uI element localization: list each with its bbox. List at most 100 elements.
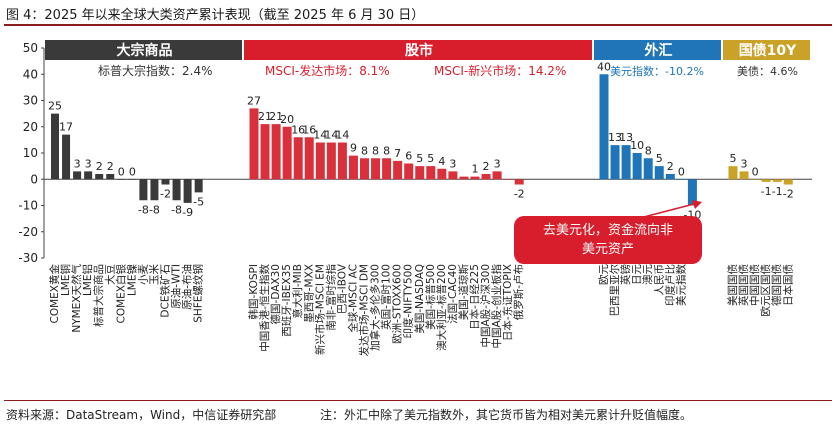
x-tick-label-1-0: 韩国-KOSPI — [247, 264, 260, 319]
bar-label-1-21: 2 — [483, 160, 490, 173]
bar-label-1-16: 5 — [427, 152, 434, 165]
bar-label-1-13: 7 — [394, 147, 401, 160]
bar-1-3 — [282, 126, 292, 180]
bar-label-0-4: 2 — [96, 160, 103, 173]
bar-label-1-24: -2 — [514, 188, 525, 201]
x-tick-label-2-3: 日元 — [631, 264, 643, 285]
x-tick-label-2-6: 印度卢比 — [663, 264, 676, 306]
y-tick-label-4: 10 — [23, 146, 38, 160]
bar-1-11 — [371, 158, 381, 180]
x-tick-label-1-3: 西班牙-IBEX35 — [281, 264, 293, 337]
bar-label-3-0: 5 — [730, 152, 737, 165]
x-tick-label-0-1: LME铜 — [60, 264, 72, 296]
bar-2-5 — [654, 166, 664, 180]
bar-1-24 — [514, 179, 524, 185]
bar-1-15 — [415, 166, 425, 180]
bar-1-9 — [348, 155, 358, 180]
bar-3-2 — [750, 179, 760, 180]
bar-label-0-2: 3 — [74, 157, 81, 170]
bar-1-5 — [304, 137, 314, 180]
group-summary-2: 美元指数：-10.2% — [610, 64, 704, 78]
y-tick-label-2: -10 — [18, 199, 38, 213]
bar-1-13 — [393, 160, 403, 180]
bar-1-6 — [315, 142, 325, 180]
x-tick-label-3-2: 中国国债 — [748, 264, 761, 306]
x-tick-label-0-7: LME镍 — [125, 264, 138, 296]
x-tick-label-1-12: 英国-富时100 — [380, 264, 393, 330]
bar-0-10 — [161, 179, 170, 185]
bar-label-1-1: 21 — [258, 110, 272, 123]
bar-1-1 — [260, 124, 270, 180]
bar-1-12 — [382, 158, 392, 180]
bar-3-5 — [783, 179, 793, 185]
group-header-2 — [594, 40, 721, 60]
bar-0-3 — [84, 171, 93, 180]
bar-0-0 — [51, 113, 59, 180]
bar-label-1-17: 4 — [438, 155, 445, 168]
x-tick-label-0-3: LME铝 — [81, 264, 94, 296]
x-tick-label-1-2: 德国-DAX30 — [269, 264, 282, 324]
callout-arrow-head — [692, 200, 702, 209]
bar-label-3-3: -1 — [761, 185, 772, 198]
figure-title: 图 4：2025 年以来全球大类资产累计表现（截至 2025 年 6 月 30 … — [6, 8, 425, 23]
x-tick-label-0-4: 标普大宗商品 — [92, 264, 105, 327]
bar-2-4 — [643, 158, 653, 180]
bar-1-8 — [337, 142, 347, 180]
group-summary-0: 标普大宗指数：2.4% — [98, 63, 213, 78]
bar-label-2-3: 10 — [630, 139, 644, 152]
group-header-label-1: 股市 — [405, 42, 433, 59]
annotation-line-2: 美元资产 — [581, 242, 634, 257]
callout-arrow-line — [639, 203, 695, 219]
bar-1-23 — [503, 179, 513, 180]
x-tick-label-3-4: 德国国债 — [770, 264, 783, 306]
bar-1-10 — [360, 158, 369, 180]
x-tick-label-3-5: 日本国债 — [781, 264, 794, 306]
bar-label-1-2: 21 — [269, 110, 283, 123]
x-tick-label-2-0: 欧元 — [598, 264, 610, 285]
bar-label-0-10: -2 — [160, 188, 171, 201]
bar-label-1-11: 8 — [372, 144, 379, 157]
x-tick-label-1-24: 俄罗斯-卢布 — [512, 264, 525, 320]
x-tick-label-2-7: 美元指数 — [674, 264, 687, 306]
y-tick-label-3: 0 — [30, 172, 38, 186]
bar-1-4 — [293, 137, 303, 180]
bar-label-1-10: 8 — [361, 144, 368, 157]
bar-0-7 — [128, 179, 137, 180]
x-tick-label-0-12: 原油-布油 — [181, 264, 194, 310]
bar-label-1-22: 3 — [494, 157, 501, 170]
x-tick-label-1-4: 意大利-MIB — [291, 264, 304, 319]
footer-rule — [4, 400, 832, 401]
x-tick-label-0-5: 大豆 — [103, 264, 116, 285]
bar-1-0 — [249, 108, 259, 180]
group-header-1 — [244, 40, 592, 60]
bar-2-7 — [676, 179, 686, 180]
bar-label-0-1: 17 — [59, 121, 73, 134]
bar-1-2 — [271, 124, 281, 180]
note-text: 注：外汇中除了美元指数外，其它货币皆为相对美元累计升贬值幅度。 — [320, 408, 693, 422]
bar-label-0-3: 3 — [85, 157, 92, 170]
bar-label-1-6: 14 — [313, 129, 327, 142]
bar-label-2-2: 13 — [619, 131, 633, 144]
x-tick-label-1-21: 中国A股-沪深300 — [479, 264, 492, 348]
x-tick-label-1-17: 澳大利亚-标普200 — [435, 264, 448, 351]
x-tick-label-0-8: 小麦 — [137, 264, 149, 285]
group-summary-1: MSCI-发达市场：8.1% — [265, 63, 390, 78]
bar-3-3 — [761, 179, 771, 182]
x-tick-label-1-18: 法国-CAC40 — [446, 264, 459, 324]
bar-label-2-4: 8 — [645, 144, 652, 157]
x-tick-label-3-3: 欧元区国债 — [759, 264, 772, 317]
y-tick-label-5: 20 — [23, 120, 38, 134]
bar-1-22 — [492, 171, 502, 180]
bar-1-20 — [470, 176, 480, 180]
bar-label-1-3: 20 — [280, 113, 294, 126]
x-tick-label-1-8: 巴西-IBOV — [336, 263, 348, 314]
bar-0-9 — [150, 179, 159, 201]
x-tick-label-1-13: 欧洲-STOXX600 — [392, 264, 404, 344]
bar-label-1-14: 6 — [405, 150, 412, 163]
bar-label-2-6: 2 — [667, 160, 674, 173]
title-rule — [4, 24, 832, 26]
x-tick-label-2-1: 巴西里亚尔 — [608, 264, 621, 317]
x-tick-label-2-5: 人民币 — [653, 264, 665, 296]
bar-label-1-18: 3 — [449, 157, 456, 170]
bar-label-0-11: -8 — [171, 203, 182, 216]
